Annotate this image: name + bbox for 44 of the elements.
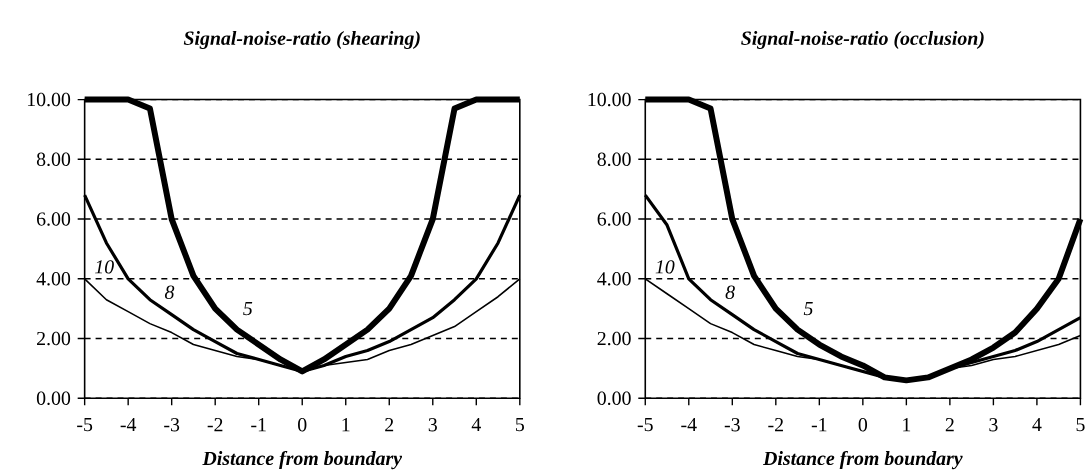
- x-tick-label: 5: [1076, 418, 1085, 432]
- y-tick-label: 10.00: [27, 92, 71, 107]
- x-tick-label: 3: [989, 418, 998, 432]
- x-tick-label: 5: [516, 418, 524, 432]
- y-tick-label: 8.00: [597, 152, 631, 167]
- x-tick-label: 4: [1032, 418, 1042, 432]
- x-axis-title: Distance from boundary: [202, 451, 403, 470]
- x-tick-label: -5: [77, 418, 93, 432]
- x-tick-label: 4: [471, 418, 481, 432]
- x-axis-title: Distance from boundary: [762, 451, 963, 470]
- legend-label: 10: [95, 260, 114, 274]
- x-tick-label: -4: [120, 418, 137, 432]
- x-tick-label: 3: [428, 418, 437, 432]
- chart-title: Signal-noise-ratio (shearing): [183, 31, 420, 50]
- x-tick-label: -1: [811, 418, 827, 432]
- y-tick-label: 6.00: [37, 212, 71, 226]
- series-label: 8: [164, 285, 175, 300]
- x-tick-label: 2: [385, 418, 394, 432]
- x-tick-label: -4: [681, 418, 697, 432]
- y-tick-label: 0.00: [597, 391, 631, 406]
- y-tick-label: 4.00: [597, 272, 631, 286]
- legend-label: 10: [655, 260, 675, 274]
- y-tick-label: 10.00: [588, 92, 631, 107]
- x-tick-label: 1: [342, 418, 350, 432]
- chart-title: Signal-noise-ratio (occlusion): [741, 31, 984, 50]
- x-tick-label: 0: [858, 418, 868, 432]
- x-tick-label: 2: [945, 418, 954, 432]
- x-tick-label: 0: [298, 418, 307, 432]
- series-label: 5: [243, 302, 253, 316]
- x-tick-label: -3: [164, 418, 180, 432]
- x-tick-label: -2: [768, 418, 783, 432]
- x-tick-label: -2: [207, 418, 223, 432]
- y-tick-label: 2.00: [37, 331, 71, 346]
- y-tick-label: 8.00: [36, 152, 71, 167]
- y-tick-label: 4.00: [36, 272, 71, 286]
- y-tick-label: 6.00: [597, 212, 631, 226]
- x-tick-label: -5: [637, 418, 653, 432]
- series-label: 5: [803, 302, 813, 316]
- x-tick-label: 1: [903, 418, 911, 432]
- y-tick-label: 2.00: [597, 331, 631, 346]
- x-tick-label: -3: [724, 418, 740, 432]
- y-tick-label: 0.00: [36, 391, 71, 406]
- series-label: 8: [725, 285, 735, 300]
- x-tick-label: -1: [251, 418, 266, 432]
